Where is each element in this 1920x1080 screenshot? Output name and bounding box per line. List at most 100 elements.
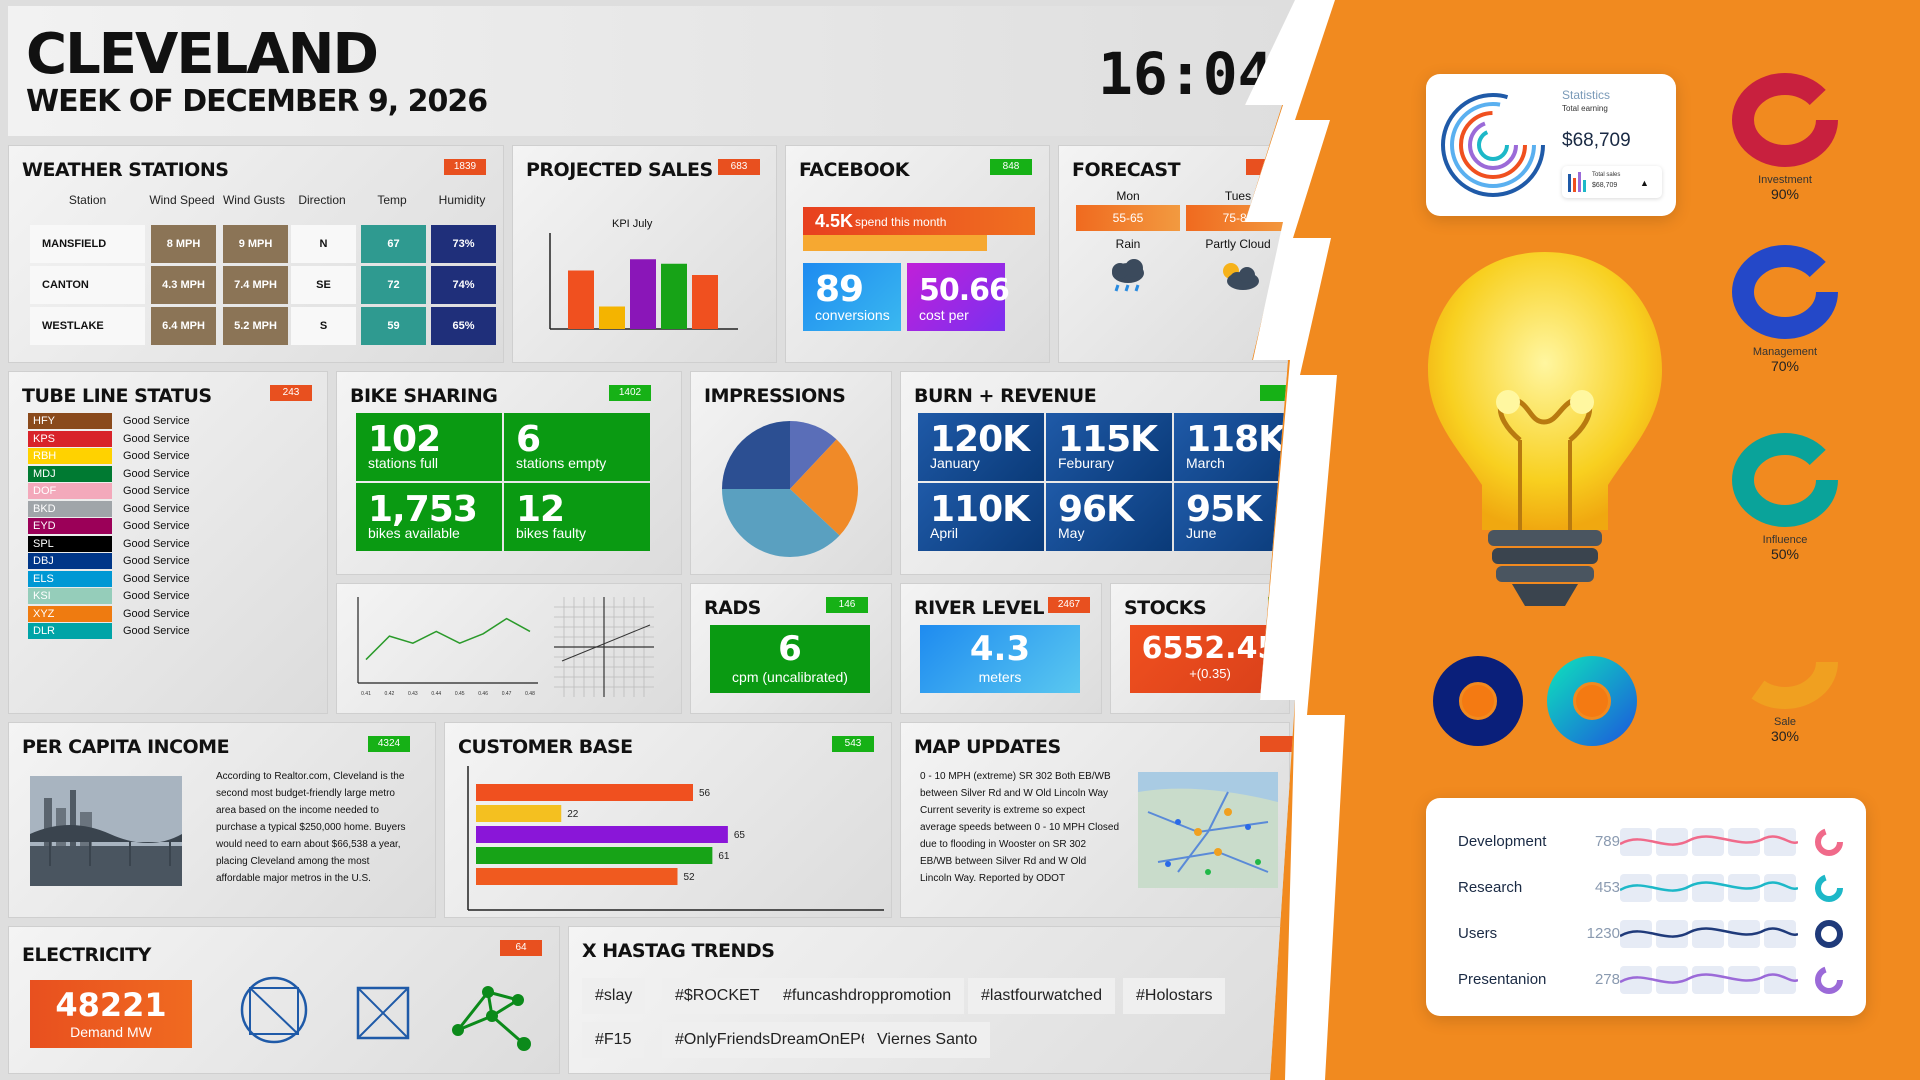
ring-arc	[1815, 966, 1843, 994]
tube-line-code: DOF	[28, 483, 112, 499]
stats-subtitle: Total earning	[1562, 104, 1608, 113]
panel-title: MAP UPDATES	[914, 736, 1061, 758]
hashtag-chip[interactable]: #Holostars	[1123, 978, 1226, 1014]
panel-badge: 243	[270, 385, 312, 401]
metric-name: Presentanion	[1458, 971, 1547, 988]
tube-line-panel: TUBE LINE STATUS 243 HFY Good Service KPS G…	[8, 371, 328, 714]
geometry-circle-icon	[240, 976, 308, 1044]
metric-sparkline	[1620, 920, 1798, 948]
pie-slice	[722, 489, 840, 557]
metric-ring-icon	[1815, 920, 1843, 948]
table-header: Direction	[298, 193, 346, 207]
spend-subbar	[803, 235, 987, 251]
spark-cell	[1656, 920, 1688, 948]
stats-title: Statistics	[1562, 88, 1611, 102]
tube-line-status: Good Service	[123, 537, 190, 550]
table-header: Temp	[377, 193, 407, 207]
kpi-bar	[568, 270, 594, 329]
metric-sparkline	[1620, 828, 1798, 856]
spark-cell	[1620, 874, 1652, 902]
line-series	[365, 617, 531, 661]
tube-line-row: DOF Good Service	[28, 483, 248, 500]
stocks-value: 6552.45	[1141, 631, 1279, 666]
tile-value: 96K	[1058, 489, 1134, 530]
concentric-rings-chart	[1441, 93, 1545, 197]
tube-line-status: Good Service	[123, 607, 190, 620]
mini-bars-icon	[1568, 172, 1586, 192]
hashtag-chip[interactable]: Viernes Santo	[864, 1022, 991, 1058]
tube-line-code: ELS	[28, 570, 112, 587]
stations-full-tile: 102 stations full	[356, 413, 502, 481]
ring-percent: 70%	[1770, 358, 1800, 374]
tube-line-code: KPS	[28, 430, 112, 447]
tube-line-status: Good Service	[123, 502, 190, 515]
chart-title: KPI July	[612, 218, 653, 230]
weather-stations-panel: WEATHER STATIONS 1839 Station Wind Speed W…	[8, 145, 504, 363]
network-graph-icon	[452, 986, 531, 1051]
metric-ring-icon	[1815, 828, 1843, 856]
hashtag-chip[interactable]: #lastfourwatched	[968, 978, 1115, 1014]
metric-name: Research	[1458, 879, 1523, 896]
tile-label: June	[1186, 525, 1217, 541]
ring-arc	[1732, 615, 1838, 709]
tube-line-status: Good Service	[123, 450, 190, 462]
spend-bar: 4.5K spend this month	[803, 207, 1035, 235]
river-tile: 4.3 meters	[920, 625, 1080, 693]
metric-row: Presentanion 278	[1426, 962, 1866, 998]
table-cell: S	[291, 307, 356, 345]
bikes-available-tile: 1,753 bikes available	[356, 483, 502, 551]
impressions-panel: IMPRESSIONS	[690, 371, 892, 575]
panel-title: BURN + REVENUE	[914, 385, 1097, 407]
day-label: Tues	[1224, 189, 1252, 203]
hashtag-chip[interactable]: #$ROCKET	[662, 978, 773, 1014]
forecast-panel: FORECAST Mon 55-65 Rain Tues 75-85 Partl…	[1058, 145, 1290, 363]
cleveland-skyline-photo	[30, 776, 182, 886]
tube-line-row: MDJ Good Service	[28, 465, 248, 483]
tube-line-status: Good Service	[123, 415, 190, 427]
table-cell: N	[291, 225, 356, 263]
pie-slice	[790, 439, 858, 536]
panel-badge: 683	[718, 159, 760, 175]
spark-cell	[1764, 828, 1796, 856]
map-update-text: 0 - 10 MPH (extreme) SR 302 Both EB/WB b…	[920, 771, 1120, 884]
ring-label: Management	[1752, 346, 1818, 358]
hashtag-chip[interactable]: #funcashdroppromotion	[770, 978, 965, 1014]
condition-label: Partly Cloud	[1205, 237, 1271, 251]
day-label: Mon	[1116, 189, 1140, 203]
ring-arc	[1732, 245, 1838, 339]
forecast-day-tues: Tues 75-85 Partly Cloud	[1186, 189, 1290, 302]
mini-charts-panel: 0.41 0.42 0.43 0.44 0.45 0.46 0.47 0.48	[336, 583, 682, 714]
panel-badge: 1839	[444, 159, 486, 175]
x-tick-label: 0.46	[478, 691, 488, 697]
tile-label: March	[1186, 455, 1225, 471]
table-cell: 9 MPH	[223, 225, 288, 263]
tile-value: 110K	[930, 489, 1030, 530]
rads-label: cpm (uncalibrated)	[732, 669, 848, 685]
ring-percent: 30%	[1770, 728, 1800, 744]
tube-line-status: Good Service	[123, 590, 190, 602]
hashtag-chip[interactable]: #OnlyFriendsDreamOnEP6	[662, 1022, 883, 1058]
hashtag-chip[interactable]: #slay	[582, 978, 646, 1014]
electricity-tile: 48221 Demand MW	[30, 980, 192, 1048]
arrow-up-icon: ▲	[1640, 178, 1649, 188]
tube-line-code: BKD	[28, 500, 112, 517]
tile-label: January	[930, 455, 980, 471]
hashtag-chip[interactable]: #F15	[582, 1022, 645, 1058]
conversions-label: conversions	[815, 307, 890, 323]
pie-slice	[722, 421, 790, 489]
line-chart: 0.41 0.42 0.43 0.44 0.45 0.46 0.47 0.48	[357, 597, 538, 697]
week-subtitle: WEEK OF DECEMBER 9, 2026	[26, 84, 488, 119]
tile-label: Feburary	[1058, 455, 1115, 471]
electricity-label: Demand MW	[70, 1024, 152, 1040]
panel-badge	[1260, 736, 1302, 752]
condition-label: Rain	[1115, 237, 1141, 251]
panel-badge: 543	[832, 736, 874, 752]
table-cell: CANTON	[30, 266, 145, 304]
tile-label: bikes available	[368, 525, 460, 541]
tube-line-row: ELS Good Service	[28, 570, 248, 588]
tube-line-row: DBJ Good Service	[28, 553, 248, 570]
tube-line-row: RBH Good Service	[28, 448, 248, 465]
metric-value: 453	[1594, 879, 1620, 896]
spark-cell	[1656, 966, 1688, 994]
tile-label: bikes faulty	[516, 525, 587, 541]
